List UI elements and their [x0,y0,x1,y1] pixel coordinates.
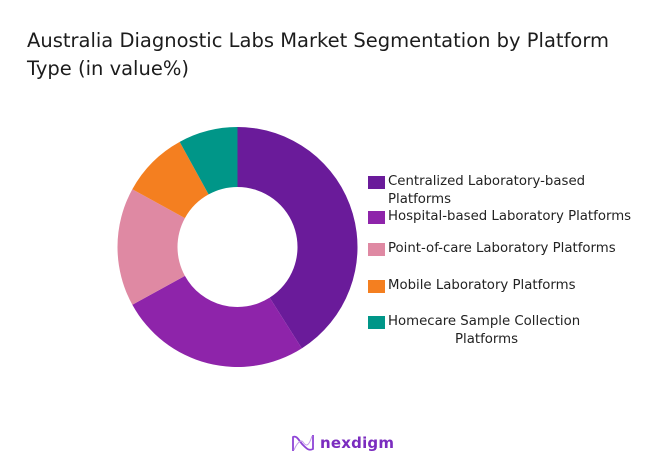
legend-label: Homecare Sample Collection Platforms [388,314,581,347]
legend-swatch [368,280,385,293]
chart-title-line-2: Type (in value%) [27,57,189,80]
chart-title-line-1: Australia Diagnostic Labs Market Segment… [27,29,610,52]
legend-label: Hospital-based Laboratory Platforms [388,209,632,224]
legend-label: Mobile Laboratory Platforms [388,278,576,293]
chart-title: Australia Diagnostic Labs Market Segment… [27,27,647,83]
donut-slice [237,127,358,349]
brand-logo: nexdigm [291,433,394,453]
legend-label: Centralized Laboratory-based Platforms [388,174,586,207]
legend-swatch [368,211,385,224]
legend-swatch [368,316,385,329]
legend-swatch [368,243,385,256]
donut-slice [117,189,185,305]
nexdigm-wave-icon [292,435,314,451]
legend-swatch [368,176,385,189]
donut-slice [132,275,302,367]
donut-slice [132,141,209,219]
legend-label: Point-of-care Laboratory Platforms [388,241,616,256]
donut-slice [179,127,238,195]
brand-name: nexdigm [320,434,395,452]
